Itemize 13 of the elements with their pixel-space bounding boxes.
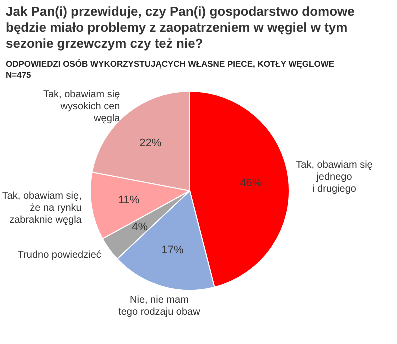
slice-label: Nie, nie mam tego rodzaju obaw [118,294,202,318]
data-label: 46% [240,177,262,190]
chart-title: Jak Pan(i) przewiduje, czy Pan(i) gospodarstwo domowe będzie miało problemy z zaopatrzeniem w węgiel w tym sezonie grzewczym czy też nie? [6,4,356,52]
data-label: 11% [118,194,140,207]
data-label: 17% [162,244,184,256]
chart-subtitle: ODPOWIEDZI OSÓB WYKORZYSTUJĄCYCH WŁASNE PIECE, KOTŁY WĘGLOWE [6,58,336,70]
slice-label: Tak, obawiam się, że na rynku zabraknie węgla [2,190,82,226]
data-label: 4% [132,221,148,234]
slice-label: Trudno powiedzieć [18,250,102,262]
slice-label: Tak, obawiam się jednego i drugiego [296,160,374,196]
text: N=475 [6,70,32,81]
slice-label: Tak, obawiam się wysokich cen węgla [44,89,121,124]
data-label: 22% [140,138,162,150]
